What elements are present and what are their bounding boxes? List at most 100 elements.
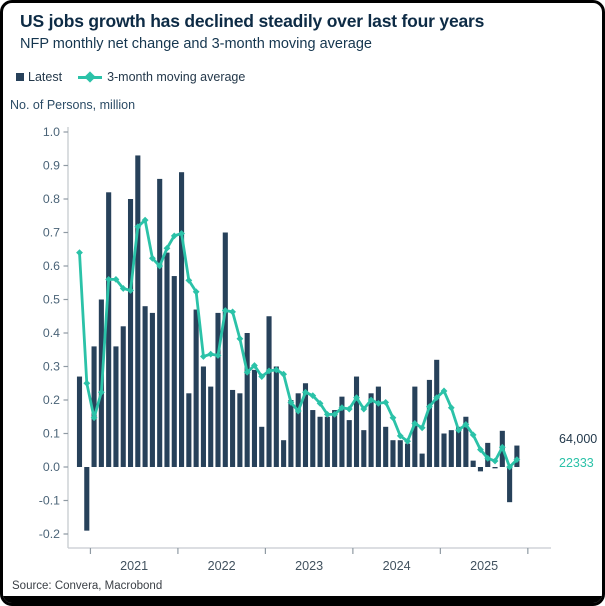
nfp-bar bbox=[470, 460, 476, 467]
ma-point-marker bbox=[411, 420, 419, 427]
nfp-bar bbox=[368, 393, 374, 467]
nfp-bar bbox=[157, 178, 163, 467]
ma-point-marker bbox=[469, 431, 477, 439]
ma-point-marker bbox=[243, 368, 251, 376]
nfp-bar bbox=[339, 396, 345, 467]
nfp-bar bbox=[405, 443, 411, 467]
ma-point-marker bbox=[221, 307, 229, 314]
ma-point-marker bbox=[141, 216, 149, 224]
nfp-bar bbox=[120, 326, 126, 467]
nfp-bar bbox=[332, 410, 338, 467]
nfp-bar bbox=[492, 467, 498, 469]
nfp-bar bbox=[164, 252, 170, 467]
nfp-bar bbox=[302, 383, 309, 467]
nfp-bar bbox=[244, 333, 250, 467]
nfp-bar bbox=[426, 379, 432, 467]
ma-point-marker bbox=[484, 454, 492, 462]
nfp-bar bbox=[273, 366, 279, 467]
nfp-bar bbox=[324, 416, 330, 467]
ma-point-marker bbox=[462, 421, 470, 428]
ma-point-marker bbox=[76, 249, 83, 256]
legend-latest-label: Latest bbox=[28, 70, 63, 84]
nfp-bar bbox=[310, 410, 316, 467]
nfp-bar bbox=[353, 376, 360, 467]
ma-point-marker bbox=[323, 411, 331, 418]
nfp-bar bbox=[135, 155, 141, 467]
page-title: US jobs growth has declined steadily ove… bbox=[20, 11, 485, 31]
latest-value-label: 64,000 bbox=[559, 432, 598, 446]
nfp-bar bbox=[230, 389, 236, 467]
ma-point-marker bbox=[134, 223, 142, 231]
ma-point-marker bbox=[97, 388, 105, 396]
ma-point-marker bbox=[192, 288, 200, 296]
nfp-bar bbox=[251, 369, 258, 467]
ma-point-marker bbox=[207, 350, 215, 358]
ma-point-marker bbox=[236, 335, 244, 343]
ma-point-marker bbox=[389, 414, 397, 422]
nfp-bar bbox=[448, 430, 454, 467]
nfp-bar bbox=[361, 430, 367, 467]
nfp-bar bbox=[200, 366, 206, 467]
y-tick-label: 1.0 bbox=[43, 125, 60, 139]
nfp-bar bbox=[222, 232, 228, 467]
nfp-bar bbox=[441, 433, 447, 467]
ma-point-marker bbox=[265, 367, 273, 375]
page-subtitle: NFP monthly net change and 3-month movin… bbox=[20, 36, 372, 52]
ma-point-marker bbox=[477, 446, 484, 453]
x-year-label: 2021 bbox=[120, 559, 148, 573]
ma-point-marker bbox=[367, 396, 375, 404]
source-note: Source: Convera, Macrobond bbox=[12, 580, 163, 592]
ma-point-marker bbox=[251, 362, 258, 369]
legend: Latest 3-month moving average bbox=[16, 69, 245, 85]
nfp-bar bbox=[375, 386, 381, 467]
ma-point-marker bbox=[185, 277, 193, 284]
ma-point-marker bbox=[338, 404, 346, 412]
y-tick-label: 0.5 bbox=[43, 293, 60, 307]
ma-point-marker bbox=[396, 432, 404, 440]
nfp-bar bbox=[434, 359, 440, 467]
ma-point-marker bbox=[112, 276, 120, 283]
ma-point-marker bbox=[156, 262, 164, 270]
y-tick-label: 0.3 bbox=[43, 360, 60, 374]
moving-average-value-label: 22333 bbox=[559, 456, 594, 470]
ma-point-marker bbox=[302, 388, 309, 396]
nfp-bar bbox=[76, 376, 83, 467]
ma-point-marker bbox=[272, 366, 280, 374]
nfp-bar bbox=[507, 467, 513, 503]
nfp-bar bbox=[208, 386, 214, 467]
y-tick-label: 0.4 bbox=[43, 326, 60, 340]
nfp-bar bbox=[171, 276, 177, 467]
nfp-bar bbox=[383, 426, 389, 467]
ma-point-marker bbox=[331, 411, 339, 418]
ma-point-marker bbox=[294, 407, 302, 415]
y-tick-label: 0.9 bbox=[43, 159, 60, 173]
ma-point-marker bbox=[360, 405, 368, 413]
ma-point-marker bbox=[353, 394, 360, 402]
ma-point-marker bbox=[433, 394, 441, 402]
ma-point-marker bbox=[426, 403, 433, 411]
nfp-bar bbox=[477, 467, 483, 472]
ma-point-marker bbox=[316, 399, 324, 407]
nfp-bar bbox=[91, 346, 97, 467]
legend-latest-swatch-icon bbox=[16, 73, 24, 81]
nfp-bar bbox=[288, 400, 294, 467]
nfp-bar bbox=[179, 172, 185, 467]
nfp-bar bbox=[390, 440, 396, 467]
x-year-label: 2025 bbox=[470, 559, 498, 573]
y-tick-label: -0.1 bbox=[39, 494, 60, 508]
y-tick-label: 0.7 bbox=[43, 226, 60, 240]
nfp-bar bbox=[113, 346, 119, 467]
nfp-bar bbox=[346, 420, 352, 467]
y-axis-title: No. of Persons, million bbox=[10, 98, 136, 112]
ma-point-marker bbox=[258, 373, 266, 380]
ma-point-marker bbox=[513, 456, 521, 464]
ma-point-marker bbox=[491, 457, 499, 465]
ma-point-marker bbox=[309, 392, 317, 400]
ma-point-marker bbox=[280, 370, 288, 378]
ma-point-marker bbox=[214, 352, 222, 359]
nfp-bar bbox=[106, 192, 112, 468]
x-year-label: 2023 bbox=[295, 559, 323, 573]
ma-point-marker bbox=[90, 414, 98, 422]
ma-point-marker bbox=[149, 254, 156, 262]
